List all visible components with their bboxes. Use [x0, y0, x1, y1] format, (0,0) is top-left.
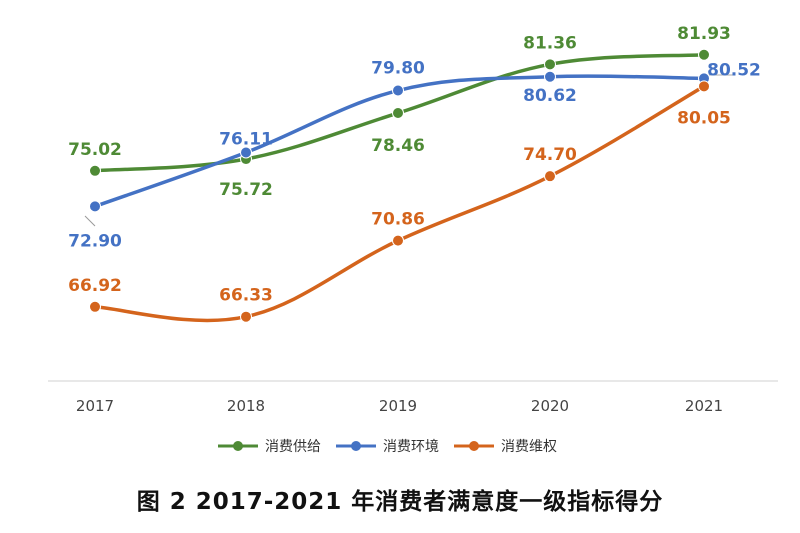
data-label: 66.92	[68, 276, 122, 296]
data-label: 74.70	[523, 145, 577, 165]
data-label: 80.52	[707, 60, 761, 80]
data-point	[392, 107, 404, 120]
data-label: 81.93	[677, 24, 731, 44]
x-tick-label: 2020	[531, 397, 569, 415]
legend-label: 消费环境	[383, 439, 439, 455]
data-point	[240, 310, 252, 323]
data-point	[544, 170, 556, 183]
x-tick-label: 2018	[227, 397, 265, 415]
data-point	[89, 164, 101, 177]
legend-swatch-marker	[351, 441, 361, 451]
data-label: 75.02	[68, 140, 122, 160]
data-point	[544, 70, 556, 83]
x-tick-label: 2019	[379, 397, 417, 415]
legend-label: 消费维权	[501, 439, 557, 455]
data-label: 75.72	[219, 180, 273, 200]
data-label: 79.80	[371, 59, 425, 79]
data-point	[89, 300, 101, 313]
data-label: 70.86	[371, 210, 425, 230]
chart-legend: 消费供给 消费环境 消费维权	[218, 439, 557, 455]
legend-label: 消费供给	[265, 439, 321, 455]
series-line	[93, 84, 706, 323]
data-point	[544, 58, 556, 71]
data-point	[89, 200, 101, 213]
data-label: 78.46	[371, 136, 425, 156]
leader-line	[84, 215, 96, 227]
data-label: 66.33	[219, 286, 273, 306]
legend-swatch-marker	[469, 441, 479, 451]
data-label: 81.36	[523, 33, 577, 53]
data-point	[698, 48, 710, 61]
data-label: 80.05	[677, 108, 731, 128]
figure-caption: 图 2 2017-2021 年消费者满意度一级指标得分	[136, 489, 664, 515]
data-point	[392, 84, 404, 97]
data-point	[698, 80, 710, 93]
data-point	[392, 234, 404, 247]
data-label: 80.62	[523, 86, 577, 106]
x-tick-label: 2017	[76, 397, 114, 415]
data-label: 72.90	[68, 231, 122, 251]
data-point	[240, 146, 252, 159]
x-tick-label: 2021	[685, 397, 723, 415]
data-label: 76.11	[219, 129, 273, 149]
legend-swatch-marker	[233, 441, 243, 451]
